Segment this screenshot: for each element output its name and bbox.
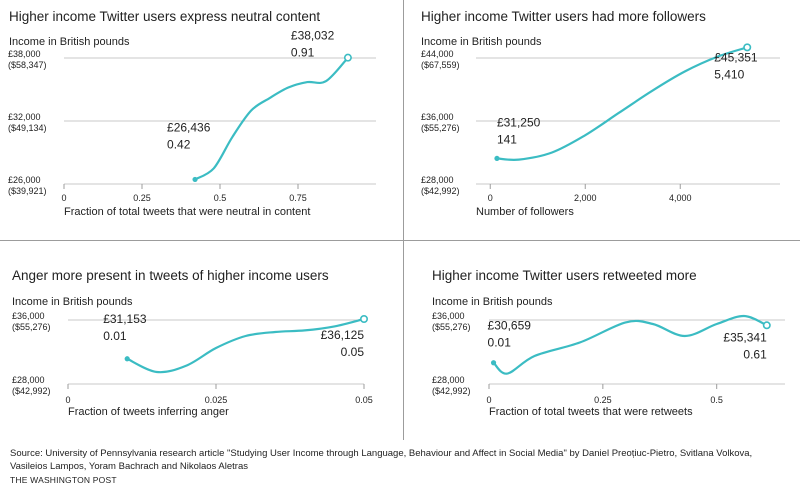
chart-panel-anger: Anger more present in tweets of higher i…: [0, 240, 400, 440]
y-tick-label: £28,000: [421, 175, 454, 185]
y-tick-label: £38,000: [8, 49, 41, 59]
series-line: [126, 317, 366, 374]
annotation-x-value: 0.91: [291, 46, 315, 60]
x-axis-label: Number of followers: [476, 206, 574, 218]
chart-panel-neutral-content: Higher income Twitter users express neut…: [0, 0, 400, 240]
endpoint-marker-filled: [124, 356, 130, 362]
x-axis-label: Fraction of total tweets that were neutr…: [64, 206, 311, 218]
y-tick-sublabel: ($58,347): [8, 60, 47, 70]
y-tick-sublabel: ($39,921): [8, 186, 47, 196]
x-tick-label: 0: [61, 193, 66, 203]
x-tick-label: 0.5: [214, 193, 227, 203]
annotation-value: £36,125: [321, 328, 365, 342]
y-tick-sublabel: ($42,992): [432, 386, 471, 396]
panel-title: Higher income Twitter users express neut…: [9, 9, 321, 24]
x-tick-label: 0: [488, 193, 493, 203]
source-note: Source: University of Pennsylvania resea…: [10, 448, 753, 472]
chart-panel-retweets: Higher income Twitter users retweeted mo…: [400, 240, 800, 440]
publisher-credit: THE WASHINGTON POST: [10, 475, 117, 485]
y-tick-label: £32,000: [8, 112, 41, 122]
x-axis-label: Fraction of tweets inferring anger: [68, 406, 229, 418]
endpoint-marker-filled: [494, 155, 500, 162]
panel-title: Higher income Twitter users retweeted mo…: [432, 268, 697, 283]
annotation-x-value: 0.42: [167, 137, 191, 151]
endpoint-marker-open: [343, 53, 352, 62]
chart-svg-neutral: £38,000($58,347) £32,000($49,134) £26,000(…: [8, 29, 376, 203]
panel-divider-horizontal: [0, 240, 800, 241]
y-tick-label: £36,000: [421, 112, 454, 122]
series-line: [495, 46, 749, 161]
chart-svg-followers: £44,000($67,559) £36,000($55,276) £28,000(…: [421, 43, 780, 203]
y-tick-sublabel: ($42,992): [12, 386, 51, 396]
y-tick-sublabel: ($55,276): [432, 322, 471, 332]
y-tick-label: £44,000: [421, 49, 454, 59]
y-axis-label: Income in British pounds: [9, 36, 130, 48]
x-tick-label: 4,000: [669, 193, 692, 203]
y-tick-label: £26,000: [8, 175, 41, 185]
chart-svg-anger: £36,000($55,276) £28,000($42,992) 0 0.025 0.…: [12, 311, 373, 405]
annotation-x-value: 0.61: [743, 347, 767, 361]
y-tick-label: £36,000: [432, 311, 465, 321]
x-axis-label: Fraction of total tweets that were retwe…: [489, 406, 693, 418]
annotation-value: £26,436: [167, 120, 211, 134]
annotation-value: £45,351: [714, 50, 758, 64]
annotation-value: £38,032: [291, 29, 335, 43]
y-axis-label: Income in British pounds: [12, 296, 133, 308]
endpoint-marker-filled: [490, 360, 497, 366]
series-line: [193, 56, 349, 181]
y-tick-label: £28,000: [432, 375, 465, 385]
annotation-x-value: 5,410: [714, 67, 744, 81]
x-tick-label: 0: [65, 395, 70, 405]
panel-title: Anger more present in tweets of higher i…: [12, 268, 329, 283]
endpoint-marker-open: [743, 43, 752, 52]
chart-svg-retweets: £36,000($55,276) £28,000($42,992) 0 0.25 0.5…: [432, 311, 785, 405]
annotation-value: £31,153: [103, 312, 147, 326]
endpoint-marker-filled: [192, 176, 198, 183]
annotation-x-value: 0.01: [103, 329, 127, 343]
y-axis-label: Income in British pounds: [432, 296, 553, 308]
y-tick-sublabel: ($49,134): [8, 123, 47, 133]
x-tick-label: 0.25: [133, 193, 151, 203]
y-tick-sublabel: ($55,276): [421, 123, 460, 133]
y-tick-sublabel: ($42,992): [421, 186, 460, 196]
endpoint-marker-open: [359, 315, 368, 324]
x-tick-label: 0.05: [355, 395, 373, 405]
y-axis-label: Income in British pounds: [421, 36, 542, 48]
x-tick-label: 0.75: [289, 193, 307, 203]
panel-divider-vertical: [403, 0, 404, 440]
x-tick-label: 0: [486, 395, 491, 405]
y-tick-sublabel: ($67,559): [421, 60, 460, 70]
annotation-value: £31,250: [497, 115, 541, 129]
x-tick-label: 0.5: [710, 395, 723, 405]
panel-title: Higher income Twitter users had more fol…: [421, 9, 706, 24]
y-tick-sublabel: ($55,276): [12, 322, 51, 332]
endpoint-marker-open: [762, 321, 771, 330]
y-tick-label: £36,000: [12, 311, 45, 321]
annotation-x-value: 0.05: [341, 345, 365, 359]
annotation-value: £30,659: [488, 319, 532, 333]
annotation-x-value: 0.01: [488, 336, 512, 350]
x-tick-label: 0.25: [594, 395, 612, 405]
x-tick-label: 0.025: [205, 395, 228, 405]
x-tick-label: 2,000: [574, 193, 597, 203]
chart-panel-followers: Higher income Twitter users had more fol…: [400, 0, 800, 240]
y-tick-label: £28,000: [12, 375, 45, 385]
annotation-value: £35,341: [723, 330, 767, 344]
series-line: [492, 314, 768, 375]
annotation-x-value: 141: [497, 132, 517, 146]
